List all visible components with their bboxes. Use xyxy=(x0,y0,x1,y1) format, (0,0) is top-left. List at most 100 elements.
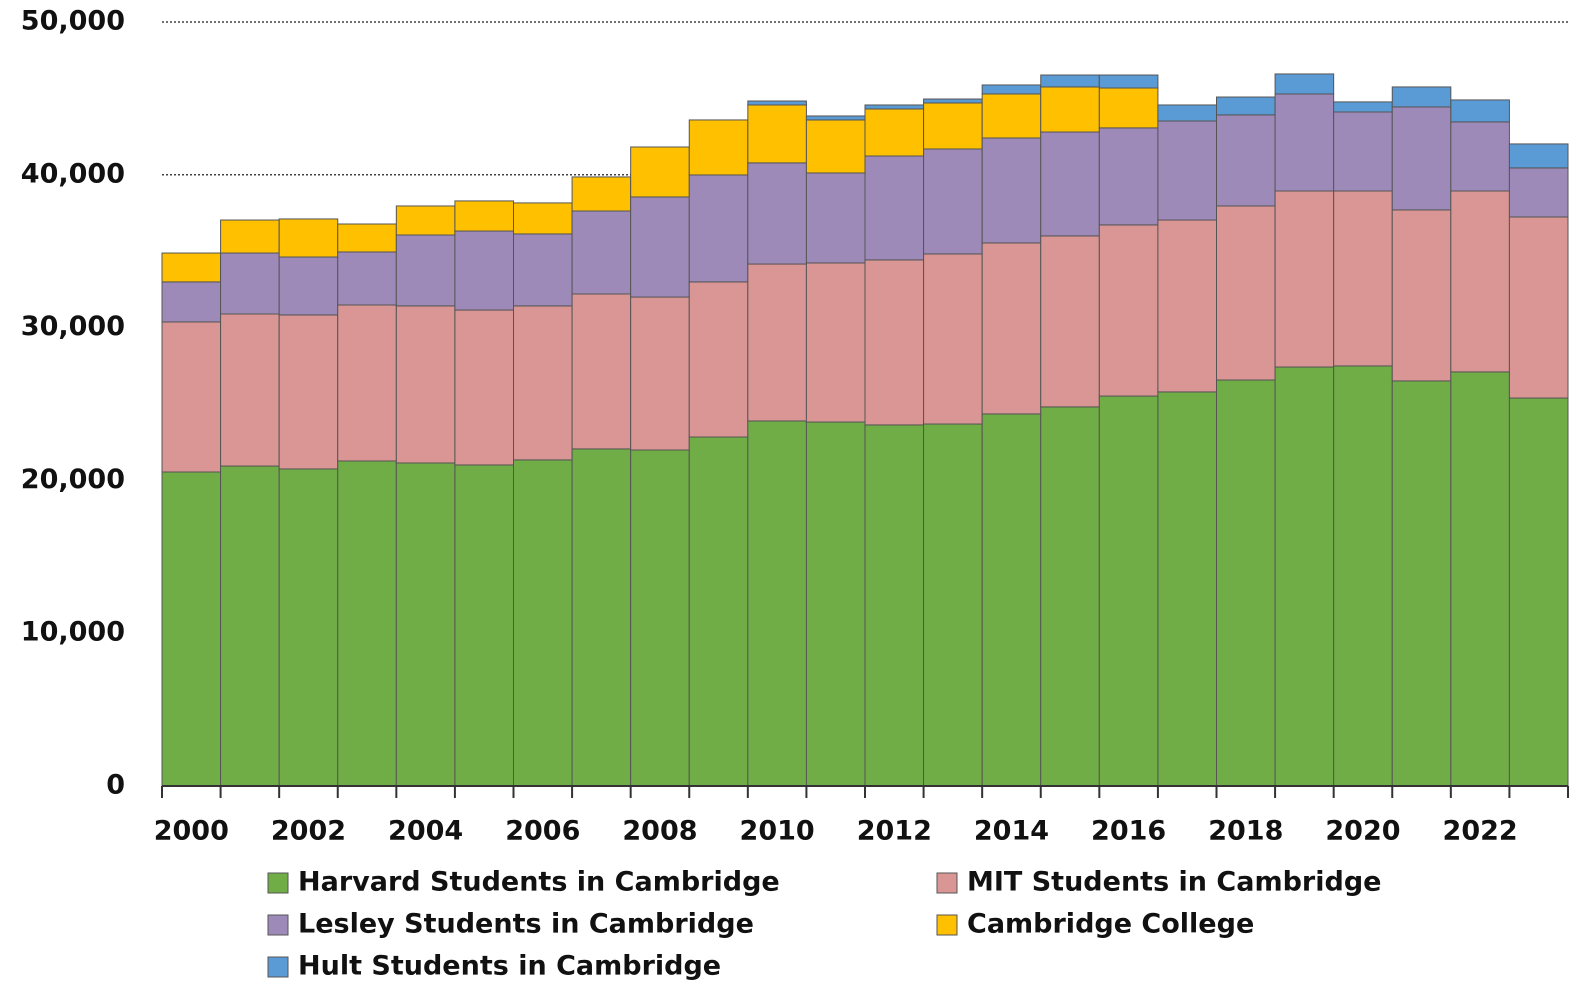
bar-segment xyxy=(337,223,397,253)
bar-segment xyxy=(1040,86,1100,133)
x-tick-label: 2020 xyxy=(1325,816,1400,847)
x-tick-label: 2010 xyxy=(740,816,815,847)
bar-segment xyxy=(454,464,514,787)
bar-segment xyxy=(1333,111,1393,192)
bar-segment xyxy=(981,242,1042,415)
bar-segment xyxy=(1274,73,1335,95)
bar-segment xyxy=(981,413,1042,787)
y-tick-label: 10,000 xyxy=(21,617,125,648)
bar-segment xyxy=(220,465,280,787)
bar-segment xyxy=(513,459,573,787)
bar-segment xyxy=(454,309,514,466)
bar-segment xyxy=(1098,127,1159,226)
bar-segment xyxy=(1157,219,1217,393)
bar-segment xyxy=(571,293,632,450)
bar-segment xyxy=(1391,209,1452,382)
legend-label: Hult Students in Cambridge xyxy=(298,951,721,982)
bar-segment xyxy=(1274,366,1335,787)
bar-segment xyxy=(161,471,222,787)
bar-segment xyxy=(864,259,925,426)
bar-segment xyxy=(864,424,925,787)
bar-segment xyxy=(1508,397,1569,787)
bar-segment xyxy=(1216,379,1276,787)
bar-segment xyxy=(1391,380,1452,787)
bar-segment xyxy=(337,460,397,787)
y-tick-label: 40,000 xyxy=(21,158,125,189)
legend-swatch xyxy=(267,956,289,978)
bar-segment xyxy=(220,313,280,467)
bar-segment xyxy=(513,233,573,307)
bar-segment xyxy=(395,305,456,464)
x-tick-label: 2014 xyxy=(974,816,1049,847)
bar-segment xyxy=(513,305,573,461)
bar-segment xyxy=(805,172,866,264)
bar-segment xyxy=(220,219,280,254)
y-tick-label: 30,000 xyxy=(21,311,125,342)
bar-segment xyxy=(1508,216,1569,399)
bar-segment xyxy=(1274,190,1335,368)
bar-segment xyxy=(1157,120,1217,221)
bar-segment xyxy=(1098,224,1159,397)
bar-segment xyxy=(1040,74,1100,88)
bar-segment xyxy=(923,148,983,255)
bar-segment xyxy=(805,421,866,787)
y-tick-label: 50,000 xyxy=(21,6,125,37)
bar-segment xyxy=(1216,96,1276,116)
bar-segment xyxy=(1216,114,1276,207)
legend-swatch xyxy=(936,872,958,894)
legend-swatch xyxy=(267,872,289,894)
bar-segment xyxy=(688,436,749,787)
x-tick-label: 2000 xyxy=(154,816,229,847)
bar-segment xyxy=(278,218,339,258)
bar-segment xyxy=(1157,391,1217,787)
bar-segment xyxy=(1098,395,1159,787)
bar-segment xyxy=(513,202,573,235)
bar-segment xyxy=(454,200,514,232)
y-tick-label: 20,000 xyxy=(21,464,125,495)
bar-segment xyxy=(923,423,983,787)
bar-segment xyxy=(805,115,866,121)
x-tick-label: 2006 xyxy=(505,816,580,847)
bar-segment xyxy=(161,321,222,473)
bar-segment xyxy=(864,104,925,110)
bar-segment xyxy=(688,174,749,283)
x-tick-label: 2008 xyxy=(622,816,697,847)
bar-segment xyxy=(630,449,690,787)
bar-segment xyxy=(278,468,339,787)
x-tick-label: 2002 xyxy=(271,816,346,847)
legend-label: MIT Students in Cambridge xyxy=(967,867,1381,898)
bar-segment xyxy=(630,296,690,451)
x-tick-label: 2018 xyxy=(1208,816,1283,847)
bar-segment xyxy=(864,108,925,157)
bar-segment xyxy=(1333,101,1393,113)
bar-segment xyxy=(1098,87,1159,129)
bar-segment xyxy=(278,256,339,316)
bar-segment xyxy=(1450,121,1510,192)
bar-segment xyxy=(1157,104,1217,122)
bar-segment xyxy=(1333,190,1393,367)
x-tick-label: 2016 xyxy=(1091,816,1166,847)
bar-segment xyxy=(1333,365,1393,787)
bar-segment xyxy=(688,281,749,438)
bar-segment xyxy=(864,155,925,261)
bar-segment xyxy=(747,104,807,164)
bar-segment xyxy=(981,84,1042,95)
legend-label: Cambridge College xyxy=(967,909,1254,940)
bar-segment xyxy=(1508,143,1569,169)
bar-segment xyxy=(395,205,456,236)
bar-segment xyxy=(571,176,632,212)
bar-segment xyxy=(747,263,807,422)
bar-segment xyxy=(454,230,514,311)
bar-segment xyxy=(805,119,866,174)
bar-segment xyxy=(688,119,749,176)
bar-segment xyxy=(571,448,632,787)
bar-segment xyxy=(1508,167,1569,218)
bar-segment xyxy=(1450,99,1510,123)
y-tick-label: 0 xyxy=(106,770,125,801)
bar-segment xyxy=(805,262,866,423)
bar-segment xyxy=(1040,235,1100,408)
bar-segment xyxy=(395,234,456,307)
legend-swatch xyxy=(936,914,958,936)
bar-segment xyxy=(337,304,397,462)
